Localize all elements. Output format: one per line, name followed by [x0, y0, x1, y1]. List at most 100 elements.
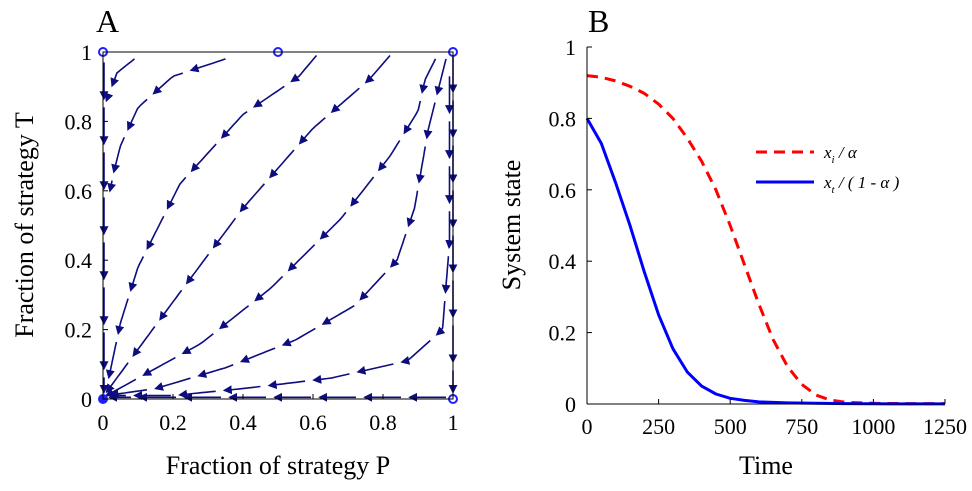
panel-a-x-ticks: 0 0.2 0.4 0.6 0.8 1	[98, 394, 459, 435]
panel-b-x-ticks: 0 250 500 750 1000 1250	[582, 399, 967, 439]
streamline-arrow-6-9	[267, 380, 306, 389]
panel-a-y-tick-label-1: 0.2	[65, 318, 93, 343]
streamline-arrow-5-9	[197, 363, 234, 378]
panel-a-x-tick-label-0: 0	[98, 410, 109, 435]
streamline-arrow-4-9	[142, 356, 176, 376]
streamline-arrow-3-1	[330, 87, 360, 113]
streamline-arrow-0-0	[110, 58, 135, 88]
streamline-arrow-2-4	[166, 176, 187, 210]
series-line-1	[585, 117, 946, 406]
streamline-arrow-3-8	[132, 326, 156, 357]
legend-label-series-2: xt / ( 1 - α )	[823, 173, 900, 196]
streamline-arrow-3-0	[364, 54, 391, 84]
streamline-arrow-1-1	[152, 72, 184, 95]
streamline-arrow-5-3	[406, 190, 419, 228]
streamline-arrow-3-6	[185, 253, 210, 285]
streamline-arrow-4-5	[287, 244, 316, 272]
panel-a-fixed-points	[98, 47, 458, 404]
panel-a-y-tick-label-3: 0.6	[65, 179, 93, 204]
streamline-arrow-4-8	[181, 333, 214, 355]
streamline-arrow-3-2	[298, 117, 326, 145]
panel-b-y-ticks: 0 0.2 0.4 0.6 0.8 1	[549, 35, 592, 417]
streamline-arrow-5-8	[239, 347, 276, 363]
streamline-arrow-3-9	[105, 362, 129, 394]
streamline-arrow-5-5	[359, 272, 386, 301]
panel-b-series-lines	[585, 74, 946, 406]
streamline-arrow-6-7	[356, 363, 394, 375]
panel-b-x-tick-label-1: 250	[642, 414, 675, 439]
panel-b-y-tick-label-2: 0.4	[549, 249, 577, 274]
panel-a-vector-field: A 0 0.2 0.4 0.6 0.8 1 0 0.2 0.4 0.6 0.8 1 Fraction…	[10, 3, 459, 480]
streamline-arrow-4-6	[254, 275, 284, 302]
panel-b-y-axis-title: System state	[497, 160, 526, 291]
streamline-arrow-5-6	[321, 305, 355, 325]
panel-b-x-axis-title: Time	[739, 451, 793, 480]
panel-a-x-tick-label-1: 0.2	[159, 410, 187, 435]
panel-letter-b: B	[588, 3, 609, 39]
streamline-arrow-3-7	[159, 289, 183, 321]
panel-b-legend: xi / α xt / ( 1 - α )	[756, 143, 900, 196]
series-line-0	[586, 74, 945, 406]
streamline-arrow-4-0	[419, 58, 437, 94]
panel-letter-a: A	[96, 3, 119, 39]
panel-b-y-tick-label-3: 0.6	[549, 178, 577, 203]
streamline-arrow-5-2	[415, 146, 427, 184]
streamline-arrow-5-0	[434, 58, 447, 96]
panel-a-y-ticks: 0 0.2 0.4 0.6 0.8 1	[65, 40, 108, 412]
streamline-arrow-0-1	[104, 92, 114, 103]
streamline-arrow-4-2	[377, 140, 401, 172]
streamline-arrow-2-7	[115, 298, 129, 335]
panel-a-y-tick-label-4: 0.8	[65, 109, 93, 134]
streamline-arrow-1-0	[189, 58, 226, 73]
streamline-arrow-3-4	[239, 183, 265, 213]
panel-a-x-tick-label-3: 0.6	[299, 410, 327, 435]
streamline-arrow-5-1	[423, 102, 436, 140]
streamline-arrow-2-5	[146, 215, 165, 250]
panel-a-y-tick-label-5: 1	[81, 40, 92, 65]
streamline-arrow-4-1	[403, 100, 422, 135]
panel-a-x-tick-label-2: 0.4	[229, 410, 257, 435]
streamline-arrow-5-11	[109, 389, 148, 399]
streamline-arrow-1-4	[107, 180, 117, 193]
streamline-arrow-5-7	[281, 327, 316, 347]
streamline-arrow-4-7	[218, 305, 250, 330]
streamline-arrow-1-2	[127, 98, 148, 131]
streamline-arrow-2-8	[105, 341, 118, 380]
streamline-arrow-6-5	[435, 301, 446, 336]
streamline-arrow-2-6	[128, 256, 145, 292]
panel-b-y-tick-label-0: 0	[565, 392, 576, 417]
legend-label-series-1: xi / α	[823, 143, 858, 166]
streamline-arrow-2-3	[190, 143, 217, 173]
panel-b-y-tick-label-4: 0.8	[549, 106, 577, 131]
panel-b-x-tick-label-2: 500	[714, 414, 747, 439]
streamline-arrow-3-3	[269, 149, 295, 179]
streamline-arrow-5-4	[389, 233, 407, 268]
streamline-arrow-4-3	[350, 176, 375, 207]
panel-b-x-tick-label-0: 0	[582, 414, 593, 439]
panel-a-y-tick-label-0: 0	[81, 387, 92, 412]
panel-a-y-axis-title: Fraction of strategy T	[10, 112, 39, 338]
streamline-arrow-2-0	[290, 54, 318, 83]
streamline-arrow-3-5	[212, 217, 237, 249]
panel-a-trajectories	[99, 54, 458, 402]
panel-b-line-chart: B 0 250 500 750 1000 1250 0 0.2 0.4 0.6 0.8 1 Time…	[497, 3, 967, 480]
streamline-arrow-2-2	[220, 111, 248, 139]
panel-a-x-tick-label-4: 0.8	[369, 410, 397, 435]
streamline-arrow-2-1	[252, 85, 285, 108]
streamline-arrow-6-10	[222, 385, 261, 395]
panel-b-x-tick-label-5: 1250	[923, 414, 967, 439]
panel-b-y-tick-label-1: 0.2	[549, 321, 577, 346]
panel-b-x-tick-label-4: 1000	[851, 414, 895, 439]
streamline-arrow-6-8	[312, 373, 350, 384]
streamline-arrow-5-10	[154, 377, 191, 391]
panel-a-plot-frame	[102, 51, 454, 400]
streamline-arrow-1-3	[111, 136, 126, 174]
streamline-arrow-4-4	[319, 211, 347, 240]
streamline-arrow-6-6	[400, 339, 431, 365]
panel-b-x-tick-label-3: 750	[785, 414, 818, 439]
panel-a-y-tick-label-2: 0.4	[65, 248, 93, 273]
streamline-arrow-6-4	[441, 256, 451, 294]
streamline-arrow-6-11	[178, 389, 216, 399]
panel-a-x-axis-title: Fraction of strategy P	[166, 451, 391, 480]
